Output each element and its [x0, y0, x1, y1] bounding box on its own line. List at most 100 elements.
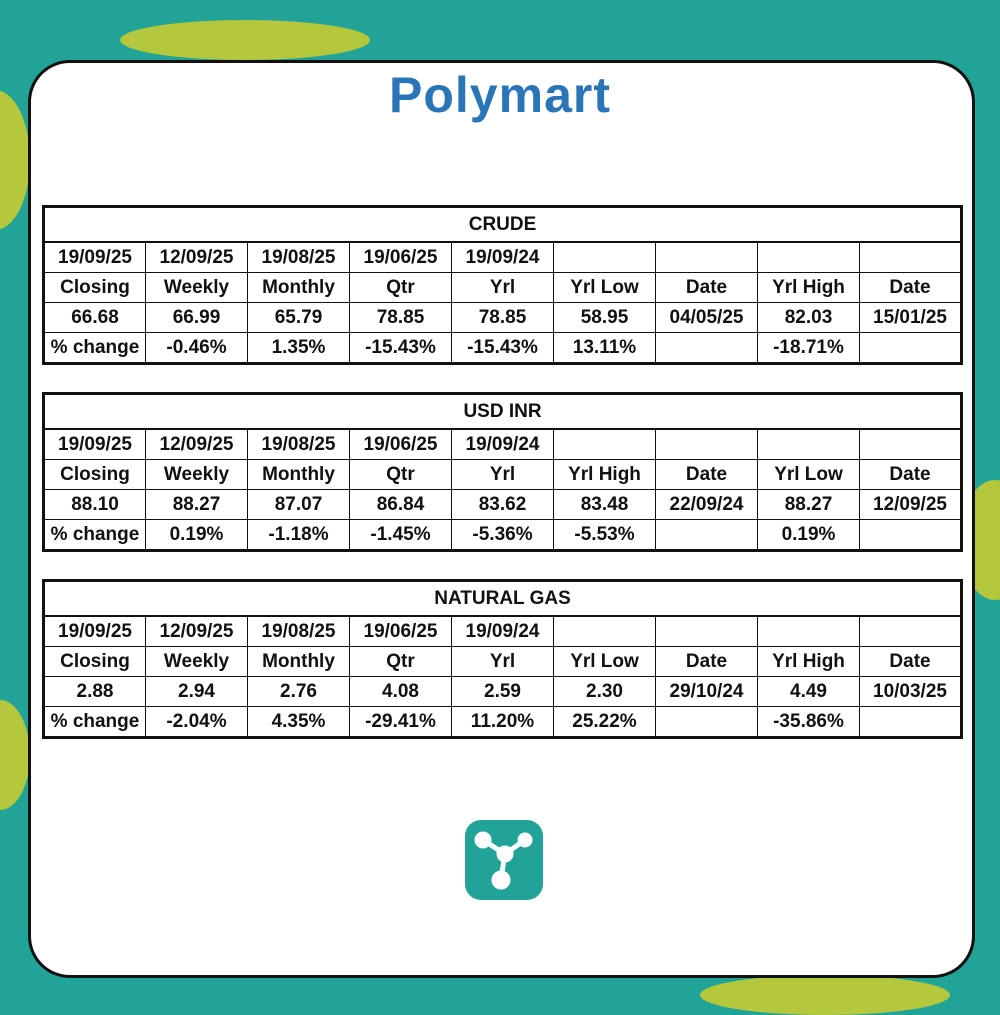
table-cell: 19/09/25: [43, 615, 146, 647]
table-cell: % change: [43, 706, 146, 738]
table-cell: 19/09/24: [451, 428, 554, 460]
table-cell: Monthly: [247, 646, 350, 677]
table-title: CRUDE: [43, 206, 962, 243]
table-row: Closing Weekly Monthly Qtr Yrl Yrl Low Date Yrl…: [43, 272, 962, 303]
table-cell: Date: [859, 646, 962, 677]
table-cell: Yrl High: [553, 459, 656, 490]
empty-cell: [655, 615, 758, 647]
table-cell: Yrl: [451, 459, 554, 490]
table-cell: Qtr: [349, 459, 452, 490]
table-cell: Yrl: [451, 272, 554, 303]
table-cell: 78.85: [451, 302, 554, 333]
table-row: % change -0.46% 1.35% -15.43% -15.43% 13.11% -…: [43, 332, 962, 364]
data-table: CRUDE 19/09/25 12/09/25 19/08/25 19/06/25 19/…: [42, 205, 963, 365]
table-cell: -1.18%: [247, 519, 350, 551]
title-row: CRUDE: [43, 206, 962, 243]
table-cell: 29/10/24: [655, 676, 758, 707]
table-cell: 4.08: [349, 676, 452, 707]
table-cell: Yrl: [451, 646, 554, 677]
table-cell: 66.68: [43, 302, 146, 333]
table-cell: Date: [655, 646, 758, 677]
empty-cell: [859, 706, 962, 738]
table-cell: Weekly: [145, 459, 248, 490]
table-cell: 88.27: [757, 489, 860, 520]
table-cell: 2.88: [43, 676, 146, 707]
table-cell: 19/08/25: [247, 241, 350, 273]
table-cell: 11.20%: [451, 706, 554, 738]
table-cell: 2.30: [553, 676, 656, 707]
table-cell: 88.10: [43, 489, 146, 520]
table-cell: 88.27: [145, 489, 248, 520]
empty-cell: [655, 428, 758, 460]
table-cell: 4.35%: [247, 706, 350, 738]
table-cell: -0.46%: [145, 332, 248, 364]
empty-cell: [553, 241, 656, 273]
table-row: 66.68 66.99 65.79 78.85 78.85 58.95 04/05/25 82…: [43, 302, 962, 333]
table-cell: 19/08/25: [247, 615, 350, 647]
table-row: Closing Weekly Monthly Qtr Yrl Yrl Low Date Yrl…: [43, 646, 962, 677]
table-cell: % change: [43, 332, 146, 364]
table-cell: 83.62: [451, 489, 554, 520]
table-cell: 82.03: [757, 302, 860, 333]
empty-cell: [859, 519, 962, 551]
empty-cell: [859, 332, 962, 364]
table-cell: Yrl High: [757, 272, 860, 303]
brand-icon: [465, 820, 543, 900]
table-cell: 12/09/25: [145, 428, 248, 460]
table-cell: 83.48: [553, 489, 656, 520]
title-row: USD INR: [43, 393, 962, 430]
empty-cell: [553, 428, 656, 460]
table-cell: 04/05/25: [655, 302, 758, 333]
table-cell: -29.41%: [349, 706, 452, 738]
table-row: % change -2.04% 4.35% -29.41% 11.20% 25.22% -3…: [43, 706, 962, 738]
table-cell: 86.84: [349, 489, 452, 520]
empty-cell: [655, 241, 758, 273]
table-cell: Monthly: [247, 459, 350, 490]
table-row: Closing Weekly Monthly Qtr Yrl Yrl High Date Yr…: [43, 459, 962, 490]
table-cell: Weekly: [145, 646, 248, 677]
table-cell: Date: [859, 272, 962, 303]
brand-logo: Polymart: [389, 67, 611, 123]
empty-cell: [757, 241, 860, 273]
table-cell: -35.86%: [757, 706, 860, 738]
table-cell: 2.59: [451, 676, 554, 707]
table-cell: 22/09/24: [655, 489, 758, 520]
table-row: 88.10 88.27 87.07 86.84 83.62 83.48 22/09/24 88…: [43, 489, 962, 520]
table-title: USD INR: [43, 393, 962, 430]
table-cell: Weekly: [145, 272, 248, 303]
empty-cell: [655, 332, 758, 364]
table-cell: Yrl Low: [553, 646, 656, 677]
table-cell: 13.11%: [553, 332, 656, 364]
table-cell: Yrl Low: [757, 459, 860, 490]
table-cell: -15.43%: [451, 332, 554, 364]
table-cell: -1.45%: [349, 519, 452, 551]
table-cell: 19/06/25: [349, 615, 452, 647]
table-cell: Closing: [43, 646, 146, 677]
table-cell: Yrl High: [757, 646, 860, 677]
background-splash: [700, 975, 950, 1015]
table-cell: Closing: [43, 459, 146, 490]
table-cell: 2.94: [145, 676, 248, 707]
table-cell: -5.53%: [553, 519, 656, 551]
table-row: 19/09/25 12/09/25 19/08/25 19/06/25 19/09/24: [43, 241, 962, 273]
table-cell: 66.99: [145, 302, 248, 333]
empty-cell: [859, 428, 962, 460]
table-cell: -2.04%: [145, 706, 248, 738]
table-cell: % change: [43, 519, 146, 551]
table-cell: 25.22%: [553, 706, 656, 738]
table-cell: Date: [859, 459, 962, 490]
background-splash: [120, 20, 370, 60]
empty-cell: [757, 428, 860, 460]
table-cell: 65.79: [247, 302, 350, 333]
table-cell: 0.19%: [757, 519, 860, 551]
data-table: USD INR 19/09/25 12/09/25 19/08/25 19/06/25 1…: [42, 392, 963, 552]
empty-cell: [553, 615, 656, 647]
table-cell: 12/09/25: [145, 241, 248, 273]
table-row: 19/09/25 12/09/25 19/08/25 19/06/25 19/09/24: [43, 615, 962, 647]
table-cell: Qtr: [349, 646, 452, 677]
table-cell: 0.19%: [145, 519, 248, 551]
empty-cell: [859, 241, 962, 273]
table-cell: Date: [655, 272, 758, 303]
table-cell: 19/08/25: [247, 428, 350, 460]
